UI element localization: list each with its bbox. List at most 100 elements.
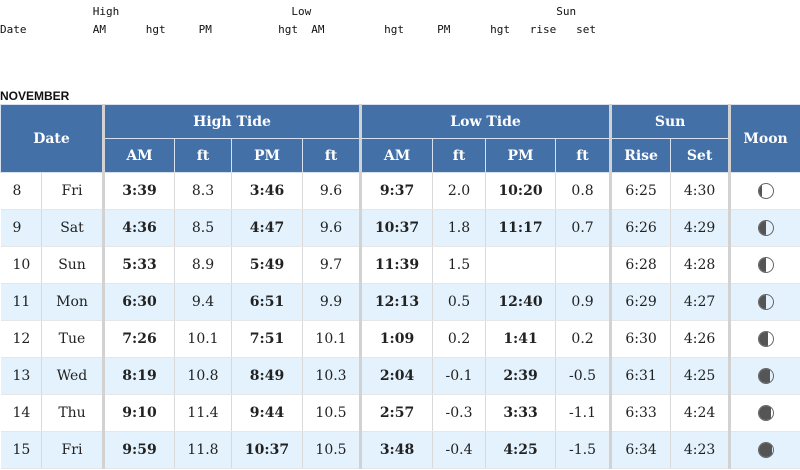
sunrise-cell: 6:31 xyxy=(610,357,672,395)
tide-table-body: 8 Fri 3:39 8.3 3:46 9.6 9:37 2.0 10:20 0.8 6:25 4:3… xyxy=(0,172,800,469)
low-pm-height-cell: -1.1 xyxy=(555,394,613,432)
low-pm-height-cell: 0.7 xyxy=(555,209,613,247)
sunset-cell: 4:27 xyxy=(670,283,732,321)
sunset-cell: 4:29 xyxy=(670,209,732,247)
weekday-cell: Wed xyxy=(41,357,105,395)
table-row: 8 Fri 3:39 8.3 3:46 9.6 9:37 2.0 10:20 0.8 6:25 4:3… xyxy=(0,172,800,210)
table-row: 15 Fri 9:59 11.8 10:37 10.5 3:48 -0.4 4:25 -1.5 6:… xyxy=(0,431,800,469)
low-am-time-cell: 1:09 xyxy=(360,320,434,358)
header-low-am: AM xyxy=(360,138,434,173)
sunset-cell: 4:25 xyxy=(670,357,732,395)
low-am-height-cell: 2.0 xyxy=(432,172,487,210)
month-heading: NOVEMBER xyxy=(0,89,70,103)
low-am-time-cell: 11:39 xyxy=(360,246,434,284)
low-pm-height-cell: -0.5 xyxy=(555,357,613,395)
high-am-time-cell: 9:59 xyxy=(103,431,175,469)
weekday-cell: Sat xyxy=(41,209,105,247)
header-high-am-ft: ft xyxy=(174,138,232,173)
moon-half-icon xyxy=(757,220,774,236)
low-pm-time-cell: 4:25 xyxy=(485,431,557,469)
low-am-time-cell: 10:37 xyxy=(360,209,434,247)
preformatted-header-line-1: High Low Sun xyxy=(0,5,577,18)
low-pm-height-cell: -1.5 xyxy=(555,431,613,469)
moon-crescent-icon xyxy=(757,405,774,421)
low-pm-time-cell xyxy=(485,246,557,284)
header-high-am: AM xyxy=(103,138,175,173)
sunset-cell: 4:28 xyxy=(670,246,732,284)
table-row: 9 Sat 4:36 8.5 4:47 9.6 10:37 1.8 11:17 0.7 6:26 4:… xyxy=(0,209,800,247)
high-pm-height-cell: 9.6 xyxy=(302,209,363,247)
low-pm-time-cell: 2:39 xyxy=(485,357,557,395)
high-pm-time-cell: 3:46 xyxy=(231,172,303,210)
weekday-cell: Mon xyxy=(41,283,105,321)
header-sunset: Set xyxy=(670,138,732,173)
low-am-height-cell: -0.3 xyxy=(432,394,487,432)
header-high-pm-ft: ft xyxy=(301,138,363,173)
table-row: 12 Tue 7:26 10.1 7:51 10.1 1:09 0.2 1:41 0.2 6:30 4… xyxy=(0,320,800,358)
moon-new-icon xyxy=(757,442,774,458)
high-am-height-cell: 8.3 xyxy=(174,172,232,210)
sunrise-cell: 6:33 xyxy=(610,394,672,432)
high-pm-time-cell: 8:49 xyxy=(231,357,303,395)
low-pm-height-cell: 0.8 xyxy=(555,172,613,210)
low-am-height-cell: 1.8 xyxy=(432,209,487,247)
header-sun: Sun xyxy=(610,104,732,139)
low-pm-time-cell: 10:20 xyxy=(485,172,557,210)
header-high-pm: PM xyxy=(231,138,303,173)
moon-half-icon xyxy=(757,294,774,310)
sunrise-cell: 6:29 xyxy=(610,283,672,321)
day-cell: 8 xyxy=(0,172,42,210)
header-low-pm-ft: ft xyxy=(555,138,613,173)
high-pm-height-cell: 9.9 xyxy=(302,283,363,321)
moon-half-icon xyxy=(757,257,774,273)
weekday-cell: Tue xyxy=(41,320,105,358)
high-pm-time-cell: 6:51 xyxy=(231,283,303,321)
high-am-time-cell: 9:10 xyxy=(103,394,175,432)
sunrise-cell: 6:25 xyxy=(610,172,672,210)
header-sunrise: Rise xyxy=(610,138,672,173)
low-pm-height-cell xyxy=(555,246,613,284)
high-am-height-cell: 8.5 xyxy=(174,209,232,247)
low-am-time-cell: 3:48 xyxy=(360,431,434,469)
weekday-cell: Fri xyxy=(41,431,105,469)
moon-crescent-icon xyxy=(757,368,774,384)
moon-crescent-icon xyxy=(757,331,774,347)
low-am-time-cell: 2:04 xyxy=(360,357,434,395)
moon-cell xyxy=(729,320,800,358)
day-cell: 13 xyxy=(0,357,42,395)
moon-cell xyxy=(729,431,800,469)
high-am-time-cell: 7:26 xyxy=(103,320,175,358)
header-low-pm: PM xyxy=(485,138,557,173)
header-date: Date xyxy=(0,104,105,173)
weekday-cell: Thu xyxy=(41,394,105,432)
low-am-time-cell: 12:13 xyxy=(360,283,434,321)
day-cell: 9 xyxy=(0,209,42,247)
low-pm-time-cell: 12:40 xyxy=(485,283,557,321)
high-am-time-cell: 8:19 xyxy=(103,357,175,395)
header-low-am-ft: ft xyxy=(432,138,487,173)
moon-cell xyxy=(729,209,800,247)
low-pm-height-cell: 0.2 xyxy=(555,320,613,358)
moon-cell xyxy=(729,357,800,395)
high-pm-time-cell: 4:47 xyxy=(231,209,303,247)
weekday-cell: Sun xyxy=(41,246,105,284)
weekday-cell: Fri xyxy=(41,172,105,210)
low-pm-time-cell: 11:17 xyxy=(485,209,557,247)
low-am-height-cell: 0.2 xyxy=(432,320,487,358)
low-am-time-cell: 2:57 xyxy=(360,394,434,432)
high-am-time-cell: 4:36 xyxy=(103,209,175,247)
high-pm-time-cell: 10:37 xyxy=(231,431,303,469)
table-row: 14 Thu 9:10 11.4 9:44 10.5 2:57 -0.3 3:33 -1.1 6:3… xyxy=(0,394,800,432)
moon-cell xyxy=(729,394,800,432)
table-row: 13 Wed 8:19 10.8 8:49 10.3 2:04 -0.1 2:39 -0.5 6:3… xyxy=(0,357,800,395)
low-am-height-cell: -0.1 xyxy=(432,357,487,395)
low-am-time-cell: 9:37 xyxy=(360,172,434,210)
high-pm-height-cell: 10.5 xyxy=(302,431,363,469)
high-pm-time-cell: 7:51 xyxy=(231,320,303,358)
header-moon: Moon xyxy=(729,104,800,173)
sunset-cell: 4:26 xyxy=(670,320,732,358)
high-pm-height-cell: 9.7 xyxy=(302,246,363,284)
day-cell: 14 xyxy=(0,394,42,432)
header-low-tide: Low Tide xyxy=(360,104,613,139)
high-am-height-cell: 11.4 xyxy=(174,394,232,432)
